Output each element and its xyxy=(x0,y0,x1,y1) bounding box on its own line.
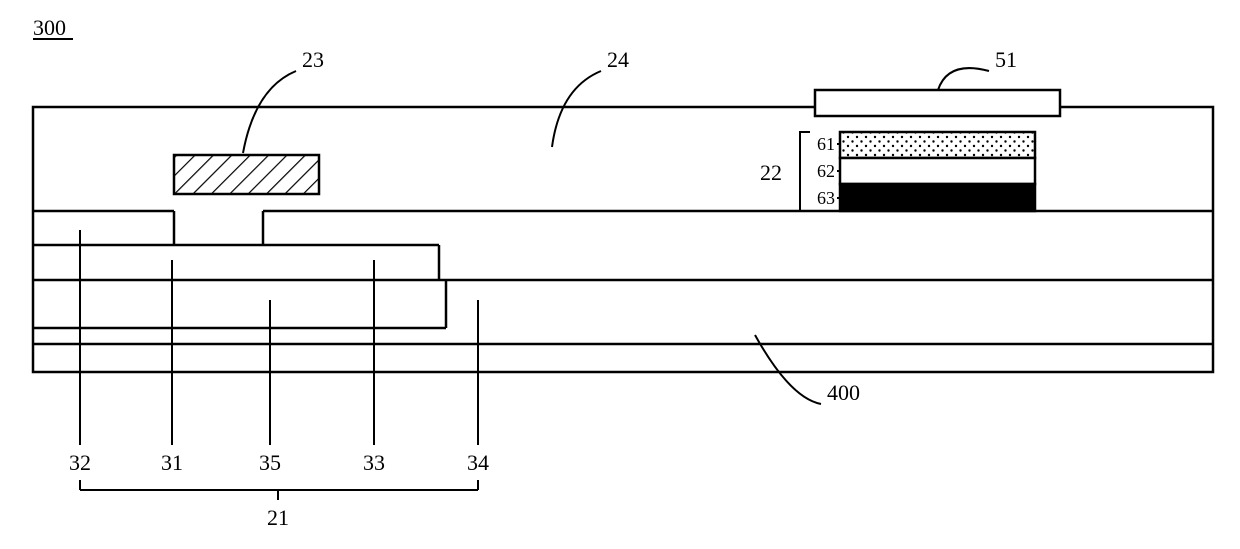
svg-text:24: 24 xyxy=(607,47,629,72)
svg-text:61: 61 xyxy=(817,134,835,154)
svg-text:62: 62 xyxy=(817,161,835,181)
svg-text:34: 34 xyxy=(467,450,489,475)
svg-text:22: 22 xyxy=(760,160,782,185)
svg-text:21: 21 xyxy=(267,505,289,530)
svg-text:35: 35 xyxy=(259,450,281,475)
svg-text:32: 32 xyxy=(69,450,91,475)
svg-text:300: 300 xyxy=(33,15,66,40)
svg-text:33: 33 xyxy=(363,450,385,475)
svg-text:31: 31 xyxy=(161,450,183,475)
svg-text:400: 400 xyxy=(827,380,860,405)
svg-text:63: 63 xyxy=(817,188,835,208)
svg-text:51: 51 xyxy=(995,47,1017,72)
svg-text:23: 23 xyxy=(302,47,324,72)
